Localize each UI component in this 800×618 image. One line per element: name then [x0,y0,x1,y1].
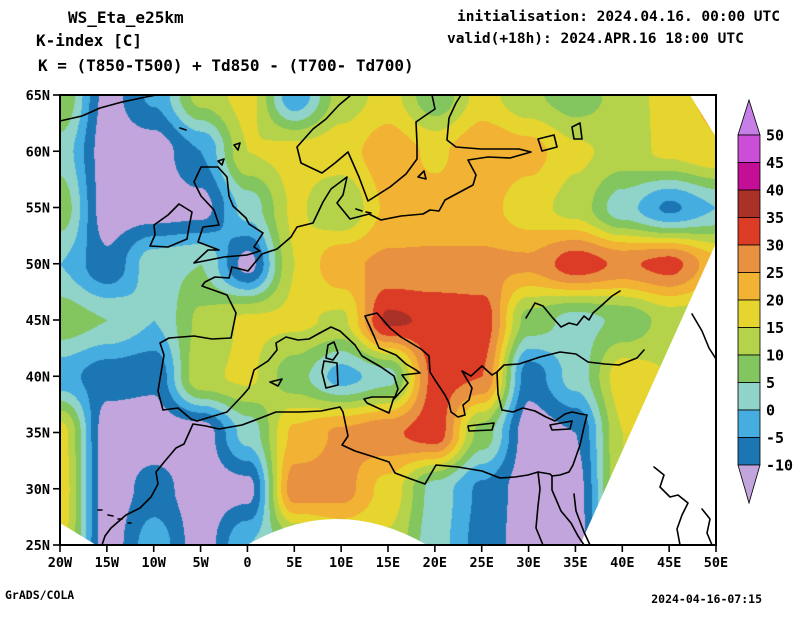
x-tick-label: 20E [423,555,447,571]
coastline-group [59,94,717,546]
valid-time-label: valid(+18h): 2024.APR.16 18:00 UTC [447,31,744,47]
x-tick-label: 25E [470,555,494,571]
mask-southwest-corner [60,523,96,545]
domain-mask-group [60,95,716,545]
colorbar-band [737,134,761,163]
coastline-cyprus [549,420,573,431]
y-tick-label: 50N [26,257,50,273]
coastline-nile [535,471,544,546]
colorbar-label: 10 [766,347,784,365]
colorbar-label: -10 [766,457,793,475]
colorbar-band [737,327,761,356]
colorbar-arrow-bottom [737,464,761,505]
colorbar-label: 35 [766,209,784,227]
x-tick-label: 10E [329,555,353,571]
colorbar-band [737,382,761,411]
x-tick-label: 0 [243,555,251,571]
colorbar-band [737,272,761,301]
colorbar-label: 50 [766,127,784,145]
x-tick-label: 15W [95,555,120,571]
colorbar-label: 15 [766,319,784,337]
colorbar-arrow-top [737,98,761,136]
colorbar-band [737,409,761,438]
y-tick-label: 45N [26,313,50,329]
coastline-mediterranean-north [196,312,645,422]
coastline-iceland [59,94,157,122]
x-tick-label: 10W [142,555,167,571]
colorbar-label: 25 [766,264,784,282]
colorbar-label: -5 [766,429,784,447]
y-tick-label: 25N [26,538,50,554]
coastline-anatolia-levant-africa [101,371,588,546]
y-tick-label: 55N [26,201,50,217]
y-tick-label: 35N [26,426,50,442]
colorbar-band [737,217,761,246]
k-index-heatmap [60,95,716,545]
coastline-sicily [363,396,395,414]
x-tick-label: 20W [48,555,73,571]
grads-credit-label: GrADS/COLA [5,588,75,602]
x-tick-label: 5E [286,555,302,571]
coastline-ireland [149,203,193,248]
coastline-caspian-coast [691,313,717,360]
coastline-lakes-ladoga-onega [537,122,583,152]
coastline-crete [467,422,495,432]
x-tick-label: 5W [192,555,209,571]
coastline-persian-gulf [653,466,713,546]
colorbar-label: 0 [766,402,775,420]
field-title: K-index [C] [36,31,142,50]
creation-timestamp-label: 2024-04-16-07:15 [651,592,762,606]
x-tick-label: 30E [516,555,540,571]
x-tick-label: 50E [704,555,728,571]
colorbar-label: 45 [766,154,784,172]
colorbar-band [737,162,761,191]
colorbar-band [737,244,761,273]
mask-south-boundary-arc [247,519,427,545]
x-tick-label: 35E [563,555,587,571]
coastline-corsica [325,341,339,361]
mask-northeast-wedge [690,95,716,137]
y-tick-label: 60N [26,144,50,160]
coastline-black-sea-north-crimea [525,290,621,328]
colorbar-label: 30 [766,237,784,255]
colorbar-band [737,189,761,218]
coastline-great-britain [193,166,264,264]
y-tick-label: 30N [26,482,50,498]
y-tick-label: 65N [26,88,50,104]
colorbar-label: 5 [766,374,775,392]
coastline-sardinia [321,360,339,389]
x-tick-label: 40E [610,555,634,571]
mask-southeast-wedge [580,243,716,545]
colorbar-band [737,354,761,383]
coastline-scandinavia [296,94,436,202]
coastline-small-islands [97,127,427,524]
colorbar-band [737,299,761,328]
y-tick-label: 40N [26,369,50,385]
coastline-europe-atlantic-baltic [157,94,532,422]
x-tick-label: 15E [376,555,400,571]
coastline-sinai-red-sea [551,475,591,546]
colorbar-label: 20 [766,292,784,310]
model-title: WS_Eta_e25km [68,8,184,27]
formula-label: K = (T850-T500) + Td850 - (T700- Td700) [38,56,414,75]
colorbar-band [737,437,761,466]
initialisation-label: initialisation: 2024.04.16. 00:00 UTC [457,9,781,25]
x-tick-label: 45E [657,555,681,571]
colorbar-label: 40 [766,182,784,200]
